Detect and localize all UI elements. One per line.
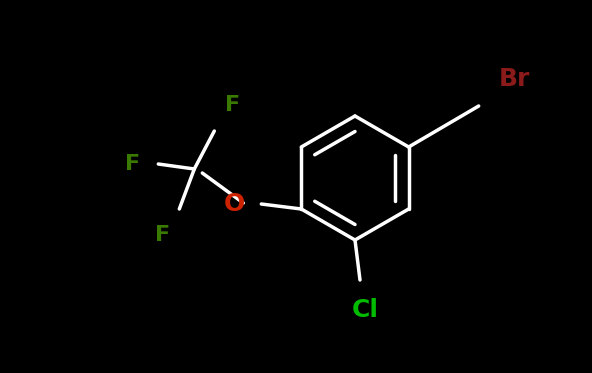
Text: O: O	[224, 192, 245, 216]
Text: F: F	[226, 95, 240, 115]
Text: F: F	[155, 225, 170, 245]
Text: F: F	[125, 154, 140, 174]
Text: Br: Br	[498, 67, 530, 91]
Text: Cl: Cl	[352, 298, 378, 322]
